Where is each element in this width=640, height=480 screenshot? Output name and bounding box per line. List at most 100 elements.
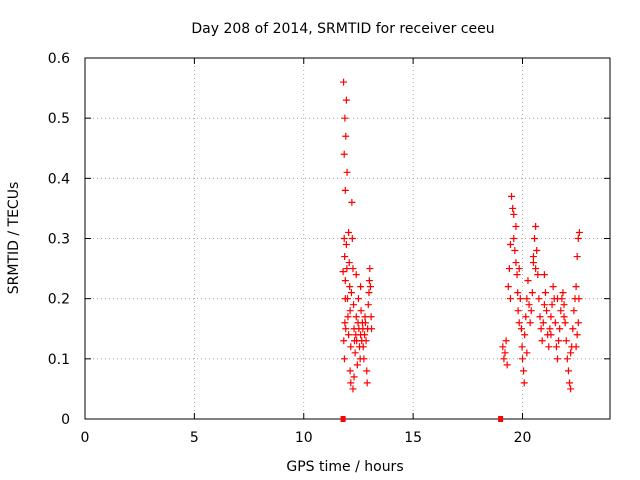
- data-point: [514, 307, 522, 315]
- data-point: [522, 313, 530, 321]
- data-point: [363, 379, 371, 387]
- data-point: [572, 283, 580, 291]
- y-axis-title: SRMTID / TECUs: [6, 182, 22, 295]
- data-point: [545, 343, 553, 351]
- data-points: [339, 78, 583, 422]
- y-tick-label: 0.5: [48, 111, 70, 127]
- data-point: [524, 277, 532, 285]
- data-point: [525, 301, 533, 309]
- data-point: [343, 265, 351, 273]
- data-point: [509, 204, 517, 212]
- data-point: [533, 247, 541, 255]
- data-point: [557, 307, 565, 315]
- data-point: [569, 325, 577, 333]
- data-point: [559, 289, 567, 297]
- data-point: [361, 331, 369, 339]
- data-point: [532, 265, 540, 273]
- data-point: [342, 325, 350, 333]
- data-point: [520, 379, 528, 387]
- data-point: [366, 265, 374, 273]
- data-point: [348, 198, 356, 206]
- data-point: [516, 295, 524, 303]
- data-point: [508, 192, 516, 200]
- data-point: [527, 307, 535, 315]
- data-point: [540, 271, 548, 279]
- data-point: [500, 355, 508, 363]
- data-point: [575, 228, 583, 236]
- data-point: [543, 307, 551, 315]
- data-point: [347, 379, 355, 387]
- data-point: [541, 289, 549, 297]
- data-point: [360, 355, 368, 363]
- data-point: [546, 325, 554, 333]
- data-point: [556, 325, 564, 333]
- y-tick-label: 0.6: [48, 51, 70, 67]
- data-point: [520, 367, 528, 375]
- data-point: [513, 271, 521, 279]
- data-point: [365, 277, 373, 285]
- data-point: [536, 313, 544, 321]
- data-point: [365, 289, 373, 297]
- data-point: [346, 283, 354, 291]
- data-point: [515, 319, 523, 327]
- data-point: [574, 235, 582, 242]
- data-point: [342, 96, 350, 104]
- x-tick-label: 5: [190, 430, 199, 446]
- x-tick-label: 0: [81, 430, 90, 446]
- data-point: [519, 355, 526, 363]
- data-point: [352, 313, 360, 321]
- data-point: [515, 265, 523, 273]
- data-point: [531, 235, 539, 242]
- data-point: [529, 259, 537, 267]
- data-point: [555, 337, 563, 345]
- x-tick-label: 10: [295, 430, 313, 446]
- data-point: [502, 337, 510, 345]
- x-tick-labels: 0 5 10 15 20: [81, 430, 532, 446]
- data-point: [510, 235, 518, 242]
- data-point: [528, 289, 536, 297]
- y-tick-label: 0.1: [48, 352, 70, 368]
- data-point: [554, 355, 561, 363]
- data-point: [343, 168, 351, 176]
- data-point: [572, 343, 580, 351]
- data-point: [349, 265, 357, 273]
- data-point: [341, 319, 349, 327]
- y-tick-labels: 0 0.1 0.2 0.3 0.4 0.5 0.6: [48, 51, 70, 428]
- data-point: [364, 301, 372, 309]
- data-point: [523, 349, 531, 357]
- data-point: [346, 307, 354, 315]
- data-point: [563, 355, 571, 363]
- data-point: [354, 295, 362, 303]
- data-point: [361, 319, 369, 327]
- data-point: [341, 277, 349, 285]
- data-point: [506, 241, 514, 249]
- data-point: [547, 313, 555, 321]
- data-point: [526, 319, 534, 327]
- data-point: [366, 283, 374, 291]
- data-point: [529, 253, 537, 261]
- chart-title: Day 208 of 2014, SRMTID for receiver cee…: [191, 21, 494, 37]
- data-point: [348, 235, 356, 242]
- data-point: [510, 210, 518, 218]
- y-tick-label: 0.4: [48, 171, 70, 187]
- data-point: [573, 253, 581, 261]
- data-point: [357, 283, 365, 291]
- data-point: [521, 331, 529, 339]
- data-point: [367, 313, 375, 321]
- x-axis-title: GPS time / hours: [286, 459, 403, 475]
- axis-ticks: [84, 57, 610, 420]
- data-point: [340, 78, 348, 86]
- data-point: [551, 319, 559, 327]
- data-point: [552, 343, 560, 351]
- data-point: [534, 271, 542, 279]
- data-point: [548, 301, 556, 309]
- data-point: [535, 295, 543, 303]
- zero-marker: [498, 416, 504, 422]
- y-tick-label: 0.2: [48, 292, 70, 308]
- data-point: [554, 295, 561, 303]
- data-point: [357, 307, 365, 315]
- data-point: [517, 325, 525, 333]
- data-point: [361, 313, 369, 321]
- data-point: [353, 361, 361, 369]
